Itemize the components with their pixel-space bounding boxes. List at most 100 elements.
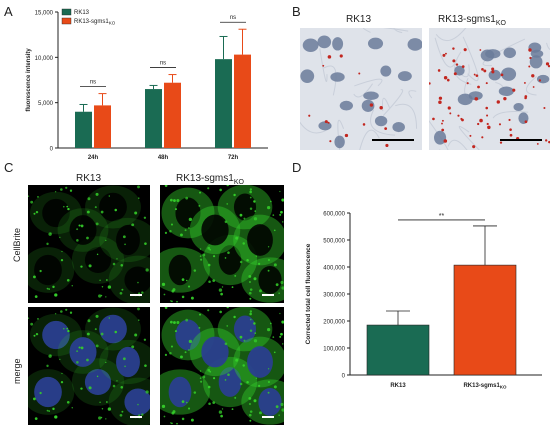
confocal-puncta xyxy=(60,381,64,384)
confocal-puncta xyxy=(100,210,104,214)
chart-d-y-tick-label: 0 xyxy=(342,374,346,380)
confocal-puncta xyxy=(267,391,270,394)
confocal-puncta xyxy=(80,346,84,350)
chart-d-y-tick-label: 200,000 xyxy=(323,320,345,326)
chart-d-y-tick-label: 600,000 xyxy=(323,212,345,218)
chart-a-bar xyxy=(164,82,181,148)
confocal-nucleus-shadow xyxy=(34,254,62,286)
chart-a-significance-label: ns xyxy=(160,61,166,67)
chart-a-legend-label: RK13 xyxy=(74,10,90,16)
confocal-puncta xyxy=(76,361,79,364)
histology-probe-dot xyxy=(327,121,330,124)
confocal-puncta xyxy=(249,312,252,316)
confocal-puncta xyxy=(138,414,140,417)
confocal-puncta xyxy=(34,295,38,298)
panel-b-label-base: RK13-sgms1 xyxy=(438,14,496,25)
histology-probe-dot xyxy=(344,133,349,138)
confocal-puncta xyxy=(273,385,277,389)
confocal-puncta xyxy=(61,250,63,253)
confocal-puncta xyxy=(239,213,243,217)
histology-probe-dot xyxy=(499,141,503,144)
confocal-nucleus-shadow xyxy=(84,246,112,274)
panel-letter-b: B xyxy=(292,4,301,19)
confocal-puncta xyxy=(99,279,101,282)
histology-probe-dot xyxy=(486,114,489,117)
chart-a-significance-label: ns xyxy=(230,15,236,21)
histology-nucleus xyxy=(454,65,465,76)
confocal-puncta xyxy=(253,322,256,325)
confocal-puncta xyxy=(249,329,253,332)
confocal-puncta xyxy=(65,186,68,189)
confocal-puncta xyxy=(119,413,123,417)
confocal-puncta xyxy=(184,229,187,232)
confocal-puncta xyxy=(108,317,110,319)
confocal-puncta xyxy=(112,384,116,388)
confocal-puncta xyxy=(46,364,49,368)
confocal-puncta xyxy=(282,343,284,345)
confocal-puncta xyxy=(52,285,55,289)
histology-probe-dot xyxy=(453,72,457,76)
confocal-puncta xyxy=(60,188,63,191)
confocal-nucleus xyxy=(233,315,257,343)
confocal-puncta xyxy=(33,212,36,215)
histology-cell-membrane xyxy=(393,28,403,34)
confocal-puncta xyxy=(124,365,126,368)
confocal-puncta xyxy=(248,397,252,400)
chart-a-y-tick-label: 0 xyxy=(50,147,54,153)
histology-probe-dot xyxy=(485,106,489,110)
confocal-puncta xyxy=(137,185,140,189)
scale-bar-confocal-br xyxy=(262,416,274,418)
histology-probe-dot xyxy=(500,73,504,77)
confocal-puncta xyxy=(249,310,253,313)
confocal-puncta xyxy=(131,223,135,227)
confocal-puncta xyxy=(259,411,262,415)
confocal-puncta xyxy=(61,372,63,375)
histology-cell-membrane xyxy=(458,126,480,150)
confocal-nucleus-shadow xyxy=(42,198,70,228)
confocal-puncta xyxy=(279,312,281,315)
confocal-puncta xyxy=(134,333,138,337)
panel-b-label-rk13-sgms1-ko: RK13-sgms1KO xyxy=(438,14,506,27)
confocal-puncta xyxy=(212,279,216,283)
confocal-puncta xyxy=(170,300,172,302)
confocal-puncta xyxy=(105,361,107,364)
confocal-puncta xyxy=(202,253,206,257)
confocal-puncta xyxy=(170,345,174,348)
confocal-puncta xyxy=(28,195,30,197)
histology-probe-dot xyxy=(508,118,511,122)
confocal-puncta xyxy=(275,283,279,287)
chart-a-y-axis-label: fluorescence intensity xyxy=(26,48,32,112)
panel-c-label-sub: KO xyxy=(233,179,244,186)
histology-probe-dot xyxy=(491,67,495,71)
confocal-puncta xyxy=(76,228,79,231)
chart-a-y-tick-label: 5,000 xyxy=(38,101,54,107)
chart-a-legend-swatch xyxy=(61,17,72,25)
confocal-puncta xyxy=(48,410,50,412)
histology-probe-dot xyxy=(473,73,476,76)
confocal-puncta xyxy=(253,217,258,221)
confocal-puncta xyxy=(143,338,147,341)
confocal-puncta xyxy=(37,196,39,198)
confocal-puncta xyxy=(227,373,230,376)
histology-nucleus xyxy=(485,49,501,59)
confocal-puncta xyxy=(116,258,118,260)
chart-a-y-tick-label: 15,000 xyxy=(35,11,54,17)
confocal-puncta xyxy=(249,410,253,413)
chart-a-legend-label-sub: KO xyxy=(109,21,116,26)
histology-probe-dot xyxy=(385,143,389,148)
histology-image-rk13-sgms1-ko xyxy=(429,28,550,150)
confocal-puncta xyxy=(224,342,228,346)
chart-a-legend-swatch xyxy=(61,8,72,16)
confocal-puncta xyxy=(231,408,234,411)
chart-d-significance-label: ** xyxy=(439,213,445,220)
confocal-puncta xyxy=(185,318,189,322)
confocal-puncta xyxy=(33,334,36,337)
histology-probe-dot xyxy=(429,82,431,85)
histology-probe-dot xyxy=(442,53,446,57)
confocal-puncta xyxy=(88,386,92,390)
chart-d-x-tick-label: RK13-sgms1KO xyxy=(463,383,507,390)
histology-probe-dot xyxy=(509,133,513,137)
chart-d-y-tick-label: 400,000 xyxy=(323,266,345,272)
histology-probe-dot xyxy=(524,96,527,100)
confocal-puncta xyxy=(249,288,253,291)
